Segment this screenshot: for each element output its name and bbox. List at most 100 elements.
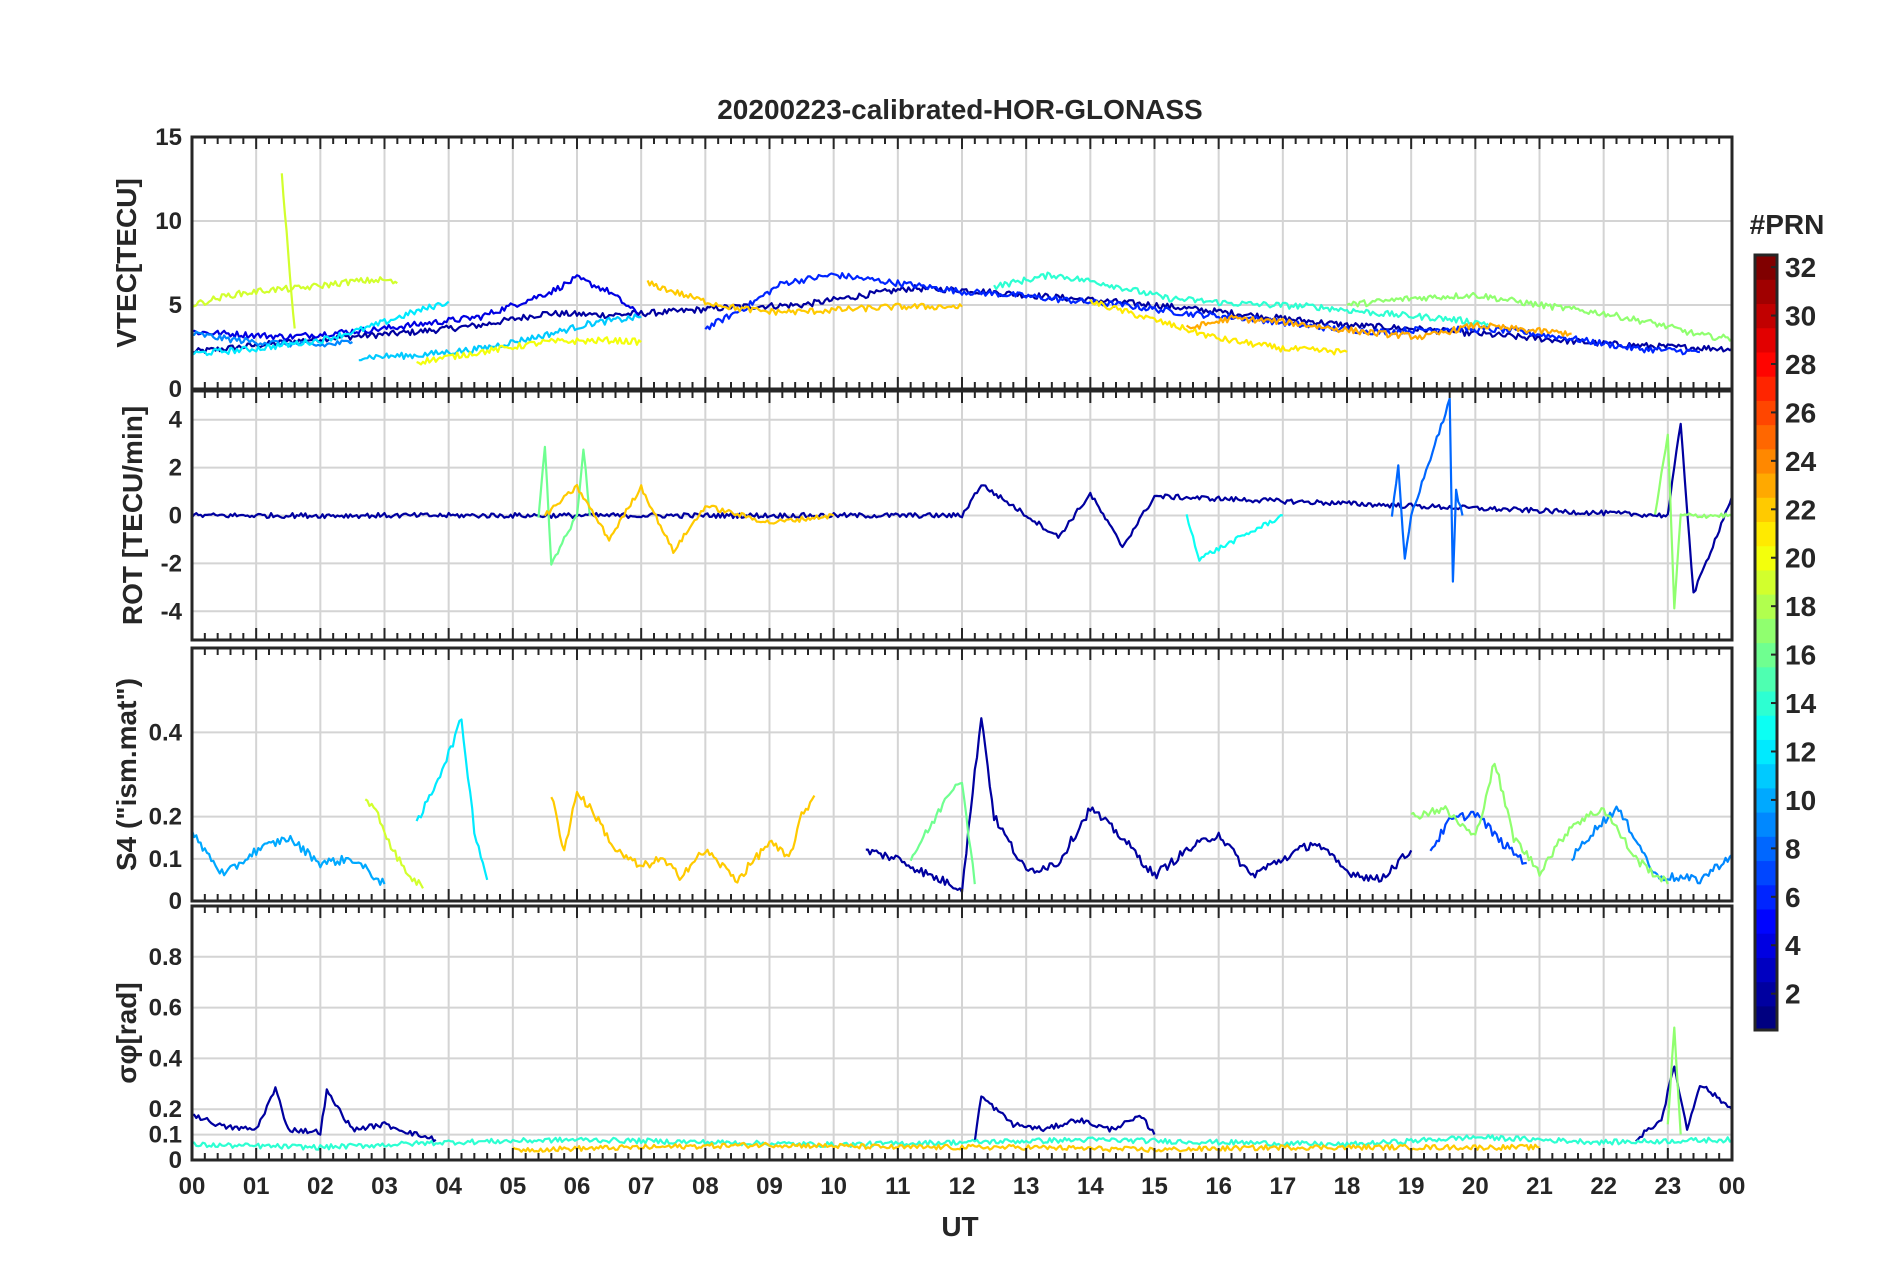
series-line-prn-2 [192, 1086, 437, 1143]
colorbar-segment [1755, 472, 1777, 498]
x-tick-label: 04 [435, 1173, 462, 1200]
x-tick-label: 03 [371, 1173, 398, 1200]
x-tick-label: 15 [1141, 1173, 1168, 1200]
colorbar-segment [1755, 1005, 1777, 1031]
series-line-prn-7 [1429, 810, 1527, 865]
colorbar-tick-label: 28 [1785, 349, 1816, 380]
colorbar-tick-label: 32 [1785, 252, 1816, 283]
colorbar-segment [1755, 836, 1777, 862]
x-tick-label: 10 [820, 1173, 847, 1200]
series-line-prn-20 [416, 336, 642, 366]
x-tick-label: 01 [243, 1173, 270, 1200]
y-tick-label: 0.8 [149, 944, 182, 971]
x-tick-label: 20 [1462, 1173, 1489, 1200]
series-line-prn-10 [192, 830, 386, 886]
colorbar-tick-label: 30 [1785, 301, 1816, 332]
x-tick-label: 02 [307, 1173, 334, 1200]
x-tick-label: 17 [1269, 1173, 1296, 1200]
colorbar-segment [1755, 715, 1777, 740]
x-tick-label: 06 [564, 1173, 591, 1200]
x-tick-label: 18 [1334, 1173, 1361, 1200]
x-tick-label: 07 [628, 1173, 655, 1200]
x-tick-label: 09 [756, 1173, 783, 1200]
series-line-prn-19 [364, 798, 424, 889]
x-tick-label: 13 [1013, 1173, 1040, 1200]
x-tick-label: 21 [1526, 1173, 1553, 1200]
y-tick-label: 5 [169, 292, 182, 319]
y-tick-label: 0.2 [149, 1096, 182, 1123]
colorbar-tick-label: 16 [1785, 640, 1816, 671]
x-tick-label: 12 [949, 1173, 976, 1200]
x-tick-label: 23 [1654, 1173, 1681, 1200]
series-group [192, 397, 1732, 610]
x-axis: 00 01 02 03 04 05 06 07 08 09 10 11 12 13 14 15 16 17 18 19… [179, 1173, 1746, 1200]
colorbar-segment [1755, 908, 1777, 934]
colorbar-tick-label: 2 [1785, 979, 1801, 1010]
colorbar-segment [1755, 618, 1777, 644]
colorbar-tick-label: 26 [1785, 397, 1816, 428]
colorbar-segment [1755, 981, 1777, 1007]
series-line-prn-22 [543, 483, 835, 555]
y-tick-label: 4 [169, 407, 183, 434]
series-line-prn-14 [192, 1134, 1732, 1151]
x-tick-label: 00 [1719, 1173, 1746, 1200]
series-line-prn-6 [704, 272, 1700, 356]
series-line-prn-21 [1089, 298, 1348, 356]
y-tick-label: 0.6 [149, 995, 182, 1022]
colorbar-tick-label: 24 [1785, 446, 1817, 477]
series-group [192, 173, 1732, 366]
y-tick-label: 0.4 [149, 1045, 183, 1072]
colorbar-frame [1753, 253, 1779, 1032]
series-line-prn-2 [865, 717, 1413, 894]
x-tick-label: 19 [1398, 1173, 1425, 1200]
colorbar-segment [1755, 400, 1777, 426]
chart-title: 20200223-calibrated-HOR-GLONASS [717, 94, 1203, 125]
x-tick-label: 14 [1077, 1173, 1104, 1200]
colorbar-segment [1755, 255, 1777, 280]
colorbar-segment [1755, 497, 1777, 523]
series-line-prn-12 [192, 300, 450, 357]
colorbar-tick-label: 6 [1785, 882, 1801, 913]
series-line-prn-4 [192, 274, 642, 341]
y-tick-label: 0 [169, 1147, 182, 1174]
x-tick-label: 05 [499, 1173, 526, 1200]
colorbar-segment [1755, 739, 1777, 765]
colorbar-segment [1755, 787, 1777, 813]
panel-rot: -4 -2 0 2 4 ROT [TECU/min] [117, 389, 1734, 642]
y-tick-label: 10 [155, 208, 182, 235]
colorbar-segment [1755, 424, 1777, 450]
colorbar-segment [1755, 521, 1777, 547]
colorbar-tick-label: 4 [1785, 930, 1801, 961]
colorbar-segment [1755, 690, 1777, 716]
series-line-prn-16 [537, 445, 591, 566]
y-axis-label-s4: S4 ("ism.mat") [111, 678, 142, 871]
series-line-prn-13 [1185, 513, 1284, 562]
y-tick-label: 0.1 [149, 846, 182, 873]
series-line-prn-2 [973, 1095, 1156, 1142]
x-tick-label: 00 [179, 1173, 206, 1200]
colorbar-segment [1755, 594, 1777, 619]
y-tick-label: 0.4 [149, 719, 183, 746]
series-line-prn-2 [192, 422, 1732, 594]
panel-s4: 0 0.1 0.2 0.4 S4 ("ism.mat") [111, 646, 1734, 915]
series-line-prn-22 [550, 790, 816, 884]
colorbar-tick-label: 12 [1785, 736, 1816, 767]
series-line-prn-23 [1185, 314, 1572, 341]
y-axis-label-sigma_phi: σφ[rad] [111, 982, 142, 1083]
colorbar-tick-label: 22 [1785, 494, 1816, 525]
series-group [192, 717, 1732, 894]
colorbar-segment [1755, 376, 1777, 401]
colorbar-segment [1755, 812, 1777, 837]
y-tick-label: 15 [155, 124, 182, 151]
colorbar-tick-label: 10 [1785, 785, 1816, 816]
colorbar-segment [1755, 957, 1777, 983]
series-line-prn-19 [280, 173, 296, 329]
series-line-prn-2 [1635, 1065, 1732, 1143]
y-tick-label: -4 [161, 598, 183, 625]
x-tick-label: 22 [1590, 1173, 1617, 1200]
colorbar-segment [1755, 933, 1777, 958]
colorbar-segment [1755, 860, 1777, 886]
y-tick-label: -2 [161, 550, 182, 577]
